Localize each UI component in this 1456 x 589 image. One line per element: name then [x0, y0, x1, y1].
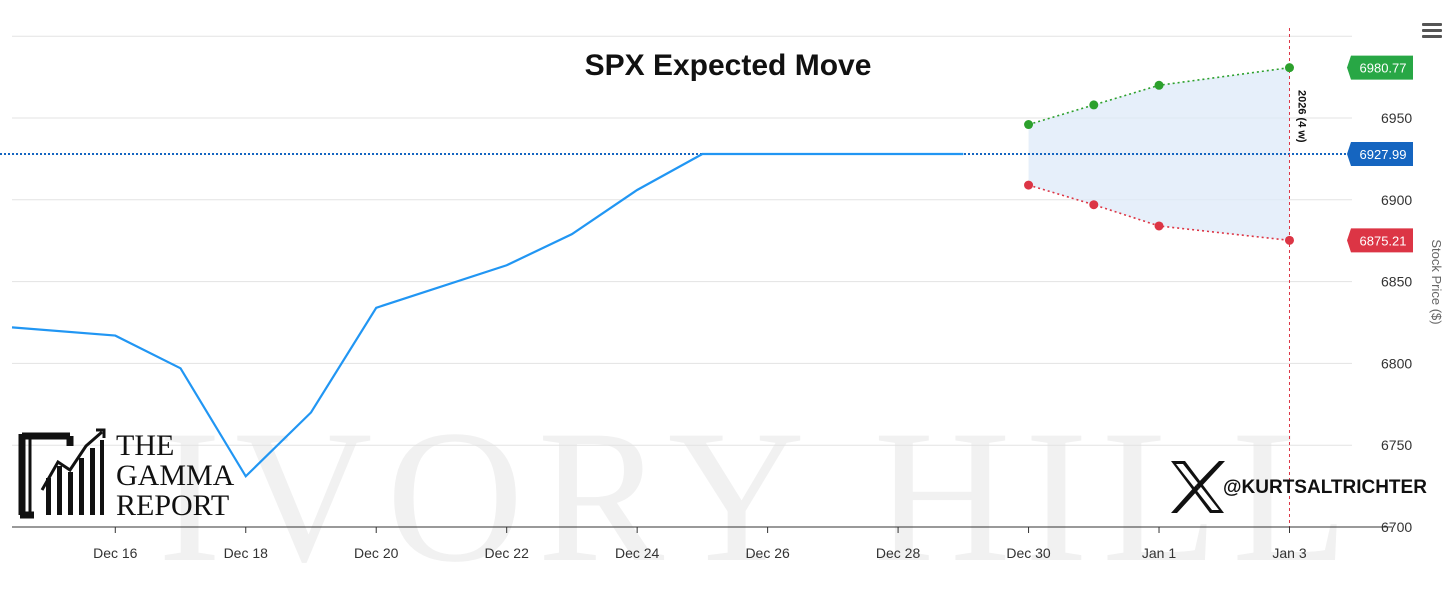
upper-move-point: [1024, 120, 1034, 130]
y-tick-label: 6800: [1381, 355, 1412, 371]
logo-line-3: REPORT: [116, 489, 229, 522]
y-tick-label: 6700: [1381, 519, 1412, 535]
price-flag-label: 6875.21: [1360, 233, 1407, 248]
chart-title: SPX Expected Move: [585, 49, 872, 82]
x-tick-label: Jan 1: [1142, 545, 1176, 561]
price-line: [11, 152, 964, 479]
hamburger-menu-icon-bar: [1422, 29, 1442, 32]
expected-move-band: [1028, 67, 1290, 241]
social-handle: @KURTSALTRICHTER: [1171, 461, 1427, 513]
price-flag-box: [1347, 228, 1413, 253]
lower-move-point: [1024, 180, 1034, 190]
x-tick-label: Dec 22: [485, 545, 530, 561]
x-tick-label: Dec 24: [615, 545, 660, 561]
axis-layer: 6700 6750 6800 6850 6900 6950 Dec 16 Dec 18 Dec …: [12, 110, 1412, 561]
series-layer: [11, 63, 1294, 479]
price-flag: 6927.99: [1347, 142, 1413, 167]
price-flags: 6980.77 6927.99 6875.21: [1347, 55, 1413, 253]
watermark: IVORY HILL: [158, 392, 1362, 589]
gamma-chart-logo-icon: [18, 428, 106, 519]
upper-move-point: [1089, 100, 1099, 110]
lower-move-point: [1154, 221, 1164, 231]
lower-move-point: [1284, 235, 1294, 245]
y-tick-label: 6850: [1381, 274, 1412, 290]
upper-move-point: [1284, 63, 1294, 73]
x-handle-text: @KURTSALTRICHTER: [1223, 477, 1427, 498]
x-tick-label: Jan 3: [1272, 545, 1306, 561]
chart-menu-button[interactable]: [1420, 20, 1444, 42]
x-tick-label: Dec 30: [1006, 545, 1051, 561]
reference-line-layer: 2026 (4 w): [0, 28, 1352, 527]
price-flag: 6875.21: [1347, 228, 1413, 253]
watermark-text: IVORY HILL: [158, 392, 1362, 589]
x-tick-label: Dec 18: [224, 545, 269, 561]
y-tick-label: 6950: [1381, 110, 1412, 126]
logo-line-2: GAMMA: [116, 459, 235, 492]
upper-move-point: [1154, 80, 1164, 90]
gamma-report-logo: THE GAMMA REPORT: [18, 428, 235, 522]
y-tick-label: 6900: [1381, 192, 1412, 208]
expiry-marker-label: 2026 (4 w): [1295, 90, 1307, 143]
expected-move-area: [1028, 67, 1290, 241]
price-flag-label: 6980.77: [1360, 61, 1407, 76]
x-tick-label: Dec 20: [354, 545, 399, 561]
x-tick-label: Dec 26: [745, 545, 790, 561]
price-flag-label: 6927.99: [1360, 147, 1407, 162]
price-flag: 6980.77: [1347, 55, 1413, 80]
price-flag-box: [1347, 55, 1413, 80]
hamburger-menu-icon-bar: [1422, 35, 1442, 38]
x-tick-label: Dec 28: [876, 545, 921, 561]
price-flag-box: [1347, 142, 1413, 167]
lower-move-point: [1089, 200, 1099, 210]
y-axis-label: Stock Price ($): [1429, 239, 1444, 324]
hamburger-menu-icon: [1422, 23, 1442, 26]
x-logo-icon: [1171, 461, 1225, 513]
x-tick-label: Dec 16: [93, 545, 138, 561]
logo-line-1: THE: [116, 429, 174, 462]
y-tick-label: 6750: [1381, 437, 1412, 453]
